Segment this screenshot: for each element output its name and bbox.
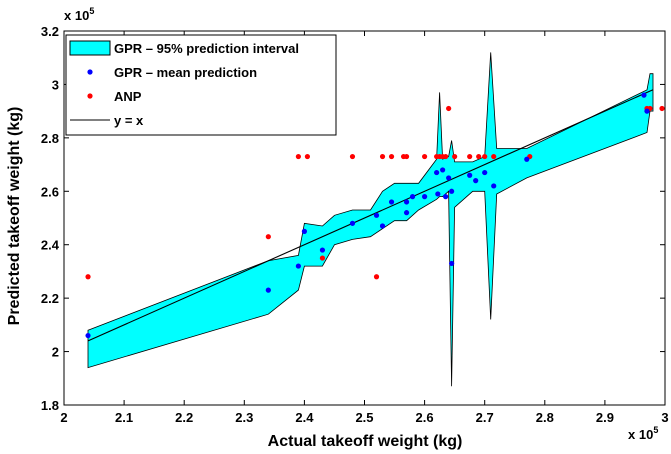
- legend-label-identity: y = x: [114, 113, 144, 128]
- anp-point: [476, 153, 482, 160]
- y-tick-label: 1.8: [41, 398, 59, 413]
- identity-line-layer: [87, 89, 654, 342]
- gpr-mean-point: [644, 108, 650, 114]
- x-tick-label: 2.7: [476, 410, 494, 425]
- gpr-mean-point: [379, 223, 386, 229]
- x-tick-label: 2.1: [115, 410, 133, 425]
- y-axis-label: Predicted takeoff weight (kg): [6, 107, 23, 326]
- x-tick-label: 3: [661, 410, 668, 425]
- x-axis-ticks: 2 2.1 2.2 2.3 2.4 2.5 2.6 2.7 2.8 2.9 3: [60, 31, 669, 425]
- prediction-interval-band: [87, 52, 654, 387]
- legend-swatch-band: [69, 40, 111, 56]
- gpr-mean-point: [388, 199, 395, 205]
- gpr-mean-point: [373, 212, 380, 218]
- gpr-mean-point: [403, 199, 410, 205]
- y-axis-ticks: 1.8 2 2.2 2.4 2.6 2.8 3 3.2: [41, 24, 665, 413]
- legend: GPR – 95% prediction interval GPR – mean…: [65, 34, 337, 136]
- gpr-mean-point: [641, 92, 647, 98]
- gpr-mean-point: [440, 167, 446, 173]
- x-tick-label: 2.6: [416, 410, 434, 425]
- identity-line: [87, 89, 654, 342]
- gpr-mean-point: [403, 210, 410, 216]
- gpr-mean-point: [491, 183, 497, 189]
- anp-point: [295, 153, 301, 160]
- anp-point: [319, 255, 326, 261]
- gpr-mean-point: [409, 194, 416, 200]
- gpr-mean-point: [85, 332, 91, 339]
- y-axis-multiplier: x 105: [64, 6, 94, 23]
- anp-point: [659, 105, 665, 112]
- anp-point: [349, 153, 356, 160]
- x-tick-label: 2.3: [235, 410, 253, 425]
- y-tick-label: 2.2: [41, 291, 59, 306]
- x-tick-label: 2.5: [355, 410, 373, 425]
- anp-point: [422, 153, 428, 160]
- anp-points-layer: [85, 105, 665, 280]
- gpr-mean-point: [443, 194, 449, 200]
- x-tick-label: 2.9: [596, 410, 614, 425]
- anp-point: [452, 153, 458, 160]
- gpr-mean-point: [265, 287, 271, 293]
- x-tick-label: 2.2: [175, 410, 193, 425]
- gpr-mean-point: [349, 220, 356, 226]
- legend-swatch-anp: [87, 93, 93, 99]
- gpr-mean-points-layer: [85, 92, 650, 339]
- anp-point: [446, 105, 452, 112]
- anp-point: [265, 234, 271, 240]
- anp-point: [379, 153, 386, 160]
- x-axis-multiplier: x 105: [628, 425, 658, 442]
- gpr-mean-point: [319, 247, 326, 253]
- anp-point: [467, 153, 473, 160]
- x-tick-label: 2.8: [536, 410, 554, 425]
- anp-point: [443, 153, 449, 160]
- gpr-mean-point: [467, 172, 473, 178]
- legend-label-band: GPR – 95% prediction interval: [114, 41, 299, 56]
- y-tick-label: 2: [52, 345, 59, 360]
- y-tick-label: 3.2: [41, 24, 59, 39]
- x-tick-label: 2: [60, 410, 67, 425]
- anp-point: [304, 153, 311, 160]
- anp-point: [482, 153, 488, 160]
- anp-point: [373, 274, 380, 280]
- anp-point: [491, 153, 497, 160]
- anp-point: [388, 153, 395, 160]
- x-tick-label: 2.4: [295, 410, 314, 425]
- gpr-mean-point: [301, 228, 307, 234]
- x-axis-label: Actual takeoff weight (kg): [268, 433, 463, 450]
- gpr-mean-point: [449, 260, 455, 267]
- y-tick-label: 2.8: [41, 131, 59, 146]
- gpr-mean-point: [482, 169, 488, 176]
- legend-label-anp: ANP: [114, 89, 142, 104]
- y-tick-label: 2.4: [41, 238, 60, 253]
- gpr-mean-point: [446, 175, 452, 181]
- gpr-mean-point: [434, 169, 440, 176]
- gpr-mean-point: [422, 194, 428, 200]
- legend-swatch-gpr-mean: [87, 69, 93, 75]
- gpr-mean-point: [295, 263, 301, 269]
- anp-point: [85, 274, 91, 280]
- legend-box: [65, 34, 337, 136]
- anp-point: [403, 153, 410, 160]
- legend-label-gpr-mean: GPR – mean prediction: [114, 65, 257, 80]
- gpr-mean-point: [524, 156, 530, 162]
- gpr-mean-point: [449, 188, 455, 194]
- gpr-mean-point: [473, 178, 479, 184]
- y-tick-label: 3: [52, 77, 59, 92]
- y-tick-label: 2.6: [41, 184, 59, 199]
- gpr-mean-point: [435, 191, 441, 197]
- prediction-interval-layer: [87, 52, 654, 387]
